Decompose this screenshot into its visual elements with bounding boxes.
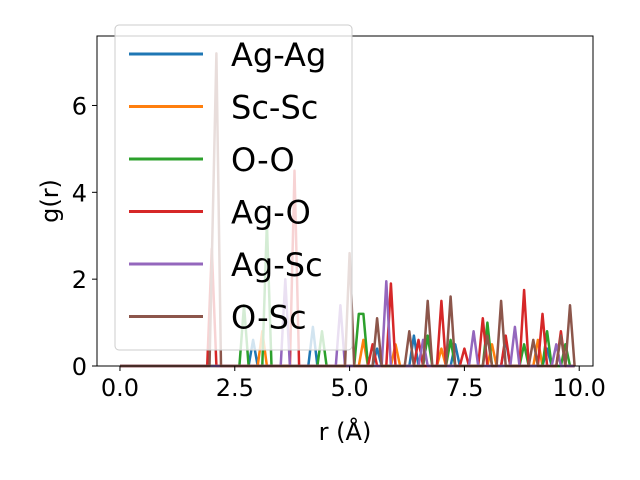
- x-tick-label: 0.0: [101, 374, 139, 402]
- y-tick-label: 2: [72, 266, 87, 294]
- legend-label: Ag-O: [231, 194, 311, 232]
- legend-label: O-O: [231, 141, 295, 179]
- legend-label: Sc-Sc: [231, 89, 318, 127]
- legend-label: Ag-Sc: [231, 246, 323, 284]
- y-tick-label: 4: [72, 179, 87, 207]
- y-tick-label: 6: [72, 92, 87, 120]
- x-tick-label: 5.0: [331, 374, 369, 402]
- x-tick-label: 10.0: [553, 374, 606, 402]
- x-tick-label: 2.5: [216, 374, 254, 402]
- y-tick-label: 0: [72, 353, 87, 381]
- legend-label: O-Sc: [231, 299, 307, 337]
- legend: Ag-Ag Sc-Sc O-O Ag-O Ag-Sc O-Sc: [114, 24, 353, 351]
- y-axis-label: g(r): [36, 179, 64, 223]
- y-axis: 0 2 4 6: [72, 92, 97, 381]
- x-axis-label: r (Å): [319, 417, 372, 446]
- legend-label: Ag-Ag: [231, 36, 326, 74]
- x-axis: 0.0 2.5 5.0 7.5 10.0: [101, 366, 606, 402]
- x-tick-label: 7.5: [445, 374, 483, 402]
